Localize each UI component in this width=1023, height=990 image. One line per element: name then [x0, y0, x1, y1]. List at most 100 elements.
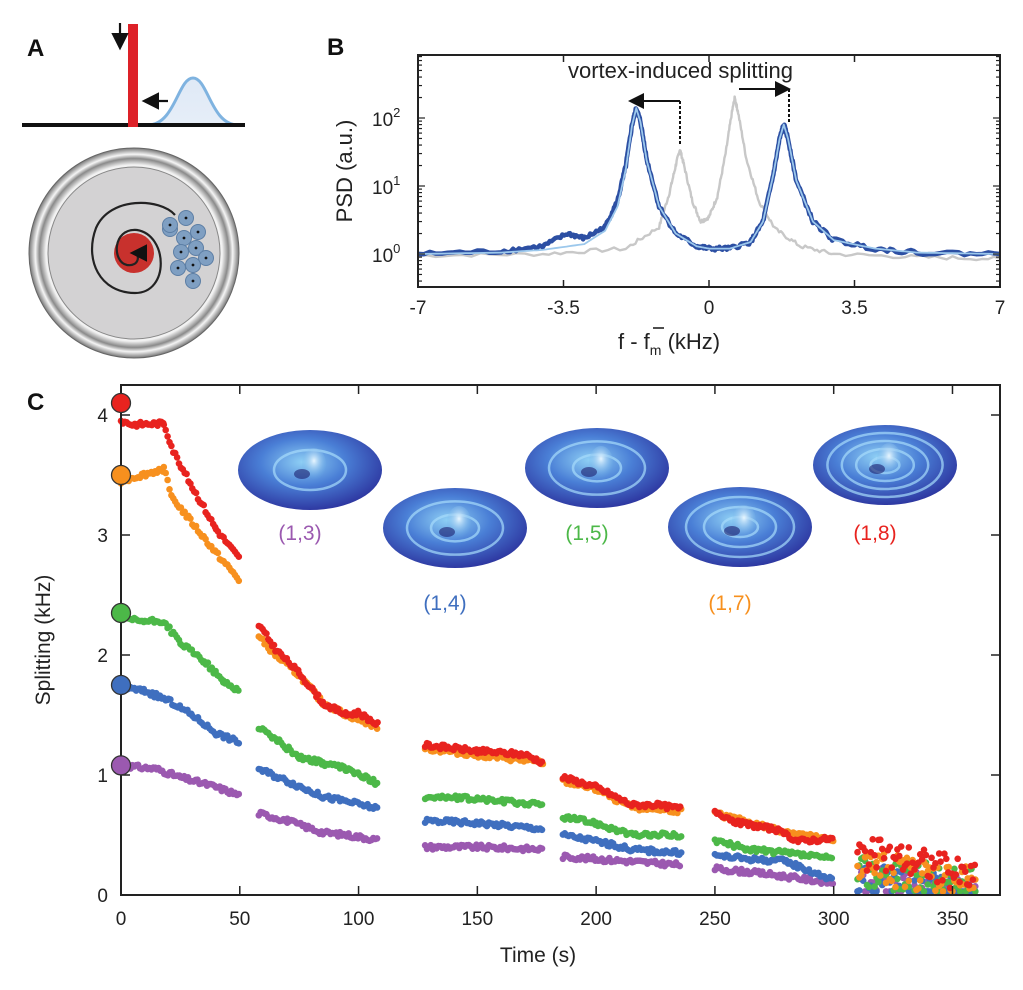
- data-point: [943, 855, 950, 863]
- data-point: [880, 854, 888, 862]
- time-x-tick-label: 100: [343, 909, 375, 930]
- data-point: [956, 878, 963, 886]
- data-point: [167, 696, 174, 703]
- data-point: [373, 804, 381, 811]
- data-point: [865, 861, 873, 868]
- data-point: [259, 635, 266, 643]
- psd-y-axis-label: PSD (a.u.): [332, 120, 357, 223]
- data-point: [865, 883, 873, 891]
- mode-ring: [405, 500, 505, 556]
- data-point: [901, 883, 909, 891]
- data-point: [937, 858, 944, 865]
- data-point: [270, 641, 278, 649]
- mode-trough: [581, 467, 597, 477]
- data-point: [888, 877, 895, 885]
- psd-x-tick-label: 3.5: [841, 298, 867, 319]
- data-point: [894, 875, 901, 883]
- time-x-tick-label: 200: [580, 909, 612, 930]
- data-point: [905, 844, 913, 851]
- data-point: [183, 470, 190, 478]
- data-point: [166, 486, 173, 493]
- mode-shape-inset-17: (1,7): [668, 487, 812, 615]
- tick-base: 10: [372, 178, 393, 199]
- panel-c: C (1,3) (1,4) (1,5) (1,7) (1,8) 0 50 100 150 200…: [27, 384, 1001, 967]
- splitting-annotation: vortex-induced splitting: [568, 58, 793, 83]
- data-point: [918, 856, 926, 863]
- splitting-y-tick-label: 4: [97, 406, 108, 427]
- data-point: [873, 858, 880, 866]
- data-point: [160, 421, 168, 429]
- data-point: [166, 623, 173, 630]
- data-point: [373, 779, 381, 787]
- mode-ring: [840, 439, 930, 491]
- time-x-tick-label: 0: [116, 909, 127, 930]
- vortex-center-dot: [184, 216, 188, 220]
- tick-exponent: 1: [393, 173, 400, 188]
- data-point: [932, 887, 939, 894]
- initial-splitting-marker: [110, 602, 132, 624]
- psd-x-tick-label: 7: [995, 298, 1006, 319]
- vortex-center-dot: [194, 246, 198, 250]
- data-point: [939, 877, 946, 884]
- data-point: [969, 876, 977, 883]
- data-point: [935, 850, 943, 857]
- data-point: [856, 887, 863, 894]
- data-point: [200, 501, 207, 509]
- mode-label: (1,4): [423, 592, 466, 615]
- data-point: [187, 515, 194, 522]
- series-15: [117, 613, 979, 895]
- vortex-center-dot: [168, 223, 172, 227]
- mode-trough: [869, 464, 885, 474]
- data-point: [877, 836, 884, 843]
- data-point: [164, 433, 171, 440]
- data-point: [956, 888, 964, 895]
- data-point: [828, 875, 836, 882]
- vortex-center-dot: [196, 230, 200, 234]
- initial-splitting-marker: [110, 392, 132, 414]
- data-point: [918, 870, 926, 877]
- data-point: [962, 868, 969, 875]
- time-x-axis-label: Time (s): [500, 944, 576, 967]
- data-point: [916, 851, 924, 858]
- data-point: [863, 867, 871, 874]
- data-point: [877, 872, 884, 879]
- data-point: [932, 860, 939, 867]
- data-point: [235, 687, 242, 694]
- mode-ring: [826, 431, 944, 499]
- data-point: [871, 869, 878, 877]
- data-point: [939, 888, 947, 895]
- data-point: [896, 852, 903, 860]
- data-point: [871, 852, 878, 859]
- data-point: [920, 846, 928, 854]
- data-point: [676, 862, 684, 870]
- data-point: [828, 854, 836, 862]
- data-point: [926, 873, 933, 881]
- data-point: [235, 740, 243, 747]
- data-point: [920, 888, 928, 895]
- data-point: [235, 790, 243, 798]
- time-x-tick-label: 150: [461, 909, 493, 930]
- mode-label: (1,5): [565, 522, 608, 545]
- data-point: [890, 869, 897, 877]
- vortex-center-dot: [204, 256, 208, 260]
- data-point: [235, 577, 243, 585]
- data-point: [677, 833, 685, 840]
- vortex-center-dot: [191, 279, 195, 283]
- psd-x-axis-label: f - fm (kHz): [618, 329, 720, 358]
- data-point: [913, 871, 920, 879]
- data-point: [907, 870, 914, 878]
- initial-splitting-marker: [110, 755, 132, 776]
- tick-base: 10: [372, 246, 393, 267]
- tick-exponent: 0: [393, 241, 400, 256]
- mode-label: (1,3): [278, 522, 321, 545]
- data-point: [676, 803, 684, 810]
- data-point: [373, 835, 381, 842]
- psd-fit-line: [417, 107, 1001, 255]
- vortex-center-dot: [179, 250, 183, 254]
- data-point: [897, 843, 905, 850]
- panel-a: A: [22, 23, 245, 359]
- data-point: [162, 426, 169, 434]
- data-point: [538, 758, 546, 765]
- data-point: [538, 845, 546, 852]
- data-point: [177, 504, 185, 511]
